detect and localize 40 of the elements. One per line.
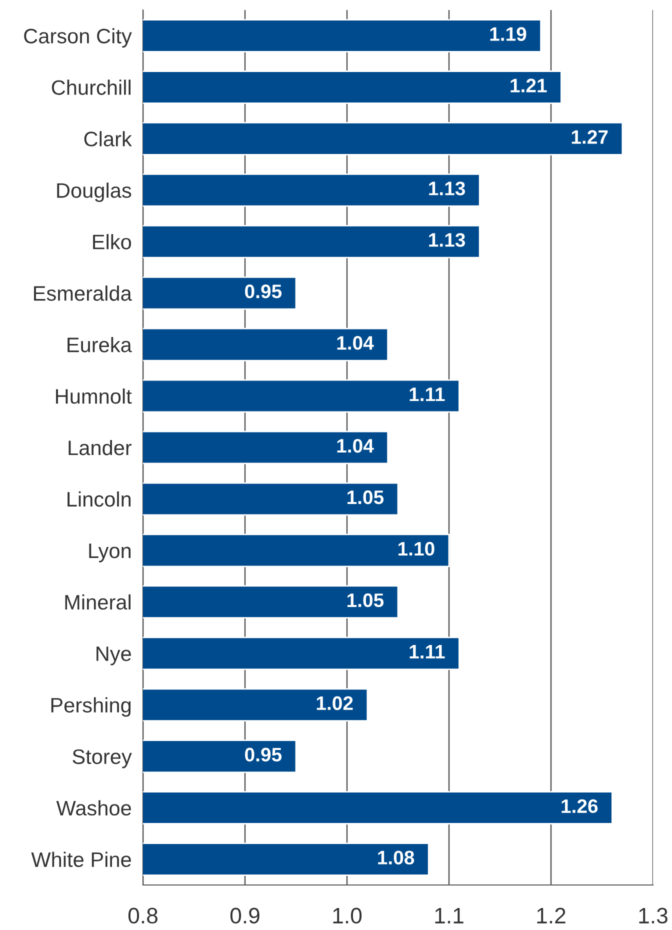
- y-tick-label: Pershing: [51, 697, 131, 717]
- data-label: 1.27: [572, 130, 608, 144]
- y-tick-label: Clark: [84, 131, 132, 146]
- data-label: 0.95: [245, 748, 282, 762]
- data-label: 1.26: [562, 799, 598, 814]
- y-tick-label: Douglas: [57, 182, 132, 202]
- x-tick-label: 0.8: [128, 908, 158, 924]
- y-tick-label: Nye: [96, 646, 131, 666]
- data-label: 1.21: [510, 78, 547, 92]
- y-tick-label: Carson City: [24, 28, 132, 48]
- y-tick-label: Washoe: [56, 800, 131, 816]
- y-tick-label: Esmeralda: [34, 286, 132, 301]
- data-label: 1.05: [347, 593, 384, 608]
- y-tick-label: Churchill: [52, 80, 130, 95]
- data-label: 1.08: [378, 850, 414, 864]
- y-tick-label: Lyon: [89, 544, 131, 562]
- y-tick-label: Elko: [93, 234, 132, 250]
- data-label: 1.11: [410, 645, 445, 658]
- y-tick-label: Lander: [68, 440, 132, 456]
- y-tick-label: White Pine: [31, 852, 131, 868]
- data-label: 1.04: [337, 336, 374, 350]
- data-label: 1.02: [316, 696, 353, 710]
- y-tick-label: Storey: [72, 749, 132, 768]
- y-tick-label: Humnolt: [56, 388, 132, 404]
- data-label: 1.04: [337, 438, 374, 453]
- data-label: 1.11: [410, 388, 445, 402]
- y-tick-label: Eureka: [68, 337, 132, 352]
- y-tick-label: Lincoln: [68, 491, 131, 507]
- x-tick-label: 0.9: [230, 908, 260, 924]
- data-label: 1.10: [398, 542, 434, 556]
- x-tick-label: 1.3: [639, 908, 668, 924]
- y-tick-label: Mineral: [65, 594, 130, 610]
- data-label: 1.13: [429, 233, 466, 247]
- data-label: 1.13: [429, 182, 466, 196]
- x-tick-label: 1.0: [333, 908, 362, 924]
- data-label: 0.95: [245, 284, 282, 298]
- x-tick-label: 1.1: [435, 908, 464, 924]
- data-label: 1.19: [490, 27, 526, 41]
- x-tick-label: 1.2: [537, 908, 566, 924]
- data-label: 1.05: [347, 490, 384, 504]
